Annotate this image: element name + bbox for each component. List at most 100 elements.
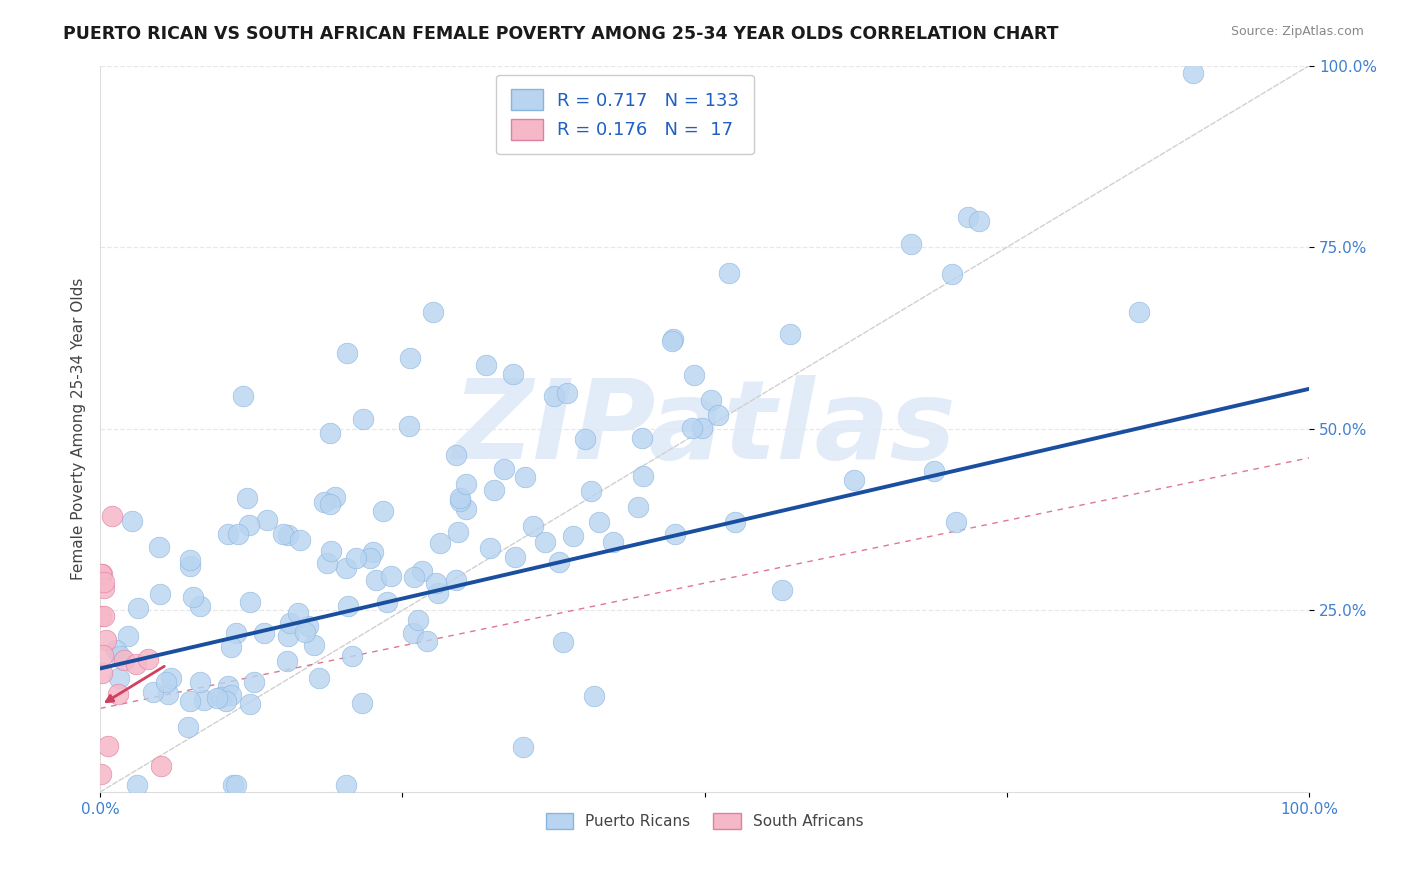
Point [93, 582, 115, 596]
Point [543, 389, 565, 403]
Point [631, 431, 654, 445]
Point [277, 629, 299, 643]
Point [219, 640, 242, 654]
Point [425, 576, 447, 591]
Point [93, 574, 115, 589]
Point [363, 545, 385, 559]
Point [335, 778, 357, 792]
Point [149, 587, 172, 601]
Point [454, 502, 477, 516]
Point [112, 653, 135, 667]
Point [125, 778, 148, 792]
Point [359, 550, 381, 565]
Point [276, 654, 298, 668]
Point [922, 464, 945, 478]
Point [271, 527, 294, 541]
Point [217, 527, 239, 541]
Point [399, 351, 422, 365]
Point [253, 625, 276, 640]
Point [225, 778, 247, 792]
Point [316, 556, 339, 570]
Point [205, 691, 228, 706]
Point [107, 671, 129, 685]
Point [429, 535, 451, 549]
Point [100, 508, 122, 523]
Point [90, 609, 112, 624]
Point [366, 573, 388, 587]
Point [294, 624, 316, 639]
Point [256, 513, 278, 527]
Point [681, 420, 703, 434]
Point [277, 528, 299, 542]
Point [548, 555, 571, 569]
Point [941, 267, 963, 281]
Point [215, 694, 238, 708]
Point [474, 358, 496, 372]
Point [121, 515, 143, 529]
Point [91, 567, 114, 582]
Point [336, 346, 359, 360]
Point [770, 582, 793, 597]
Point [1182, 66, 1205, 80]
Point [494, 462, 516, 476]
Point [842, 473, 865, 487]
Point [117, 629, 139, 643]
Point [724, 515, 747, 529]
Point [179, 553, 201, 567]
Point [502, 367, 524, 381]
Point [582, 689, 605, 703]
Point [238, 517, 260, 532]
Point [104, 643, 127, 657]
Point [90, 766, 112, 780]
Point [454, 477, 477, 491]
Point [534, 535, 557, 549]
Point [107, 687, 129, 701]
Point [91, 648, 114, 662]
Point [155, 674, 177, 689]
Point [319, 497, 342, 511]
Point [579, 484, 602, 499]
Point [314, 494, 336, 508]
Point [242, 675, 264, 690]
Point [222, 778, 245, 792]
Point [177, 720, 200, 734]
Point [411, 564, 433, 578]
Point [631, 468, 654, 483]
Point [219, 688, 242, 702]
Point [398, 418, 420, 433]
Point [690, 420, 713, 434]
Point [323, 491, 346, 505]
Point [142, 685, 165, 699]
Point [662, 332, 685, 346]
Point [422, 305, 444, 319]
Y-axis label: Female Poverty Among 25-34 Year Olds: Female Poverty Among 25-34 Year Olds [72, 277, 86, 580]
Point [232, 389, 254, 403]
Point [157, 687, 180, 701]
Point [447, 524, 470, 539]
Point [160, 671, 183, 685]
Point [236, 491, 259, 505]
Point [239, 697, 262, 711]
Point [450, 491, 472, 505]
Point [179, 558, 201, 573]
Point [193, 692, 215, 706]
Point [297, 619, 319, 633]
Point [344, 550, 367, 565]
Point [602, 535, 624, 549]
Point [956, 211, 979, 225]
Point [406, 613, 429, 627]
Point [380, 569, 402, 583]
Point [302, 638, 325, 652]
Point [149, 759, 172, 773]
Point [718, 266, 741, 280]
Point [967, 213, 990, 227]
Point [449, 494, 471, 508]
Point [574, 432, 596, 446]
Point [350, 696, 373, 710]
Point [148, 540, 170, 554]
Point [179, 694, 201, 708]
Point [700, 392, 723, 407]
Point [181, 590, 204, 604]
Point [479, 541, 502, 556]
Point [375, 595, 398, 609]
